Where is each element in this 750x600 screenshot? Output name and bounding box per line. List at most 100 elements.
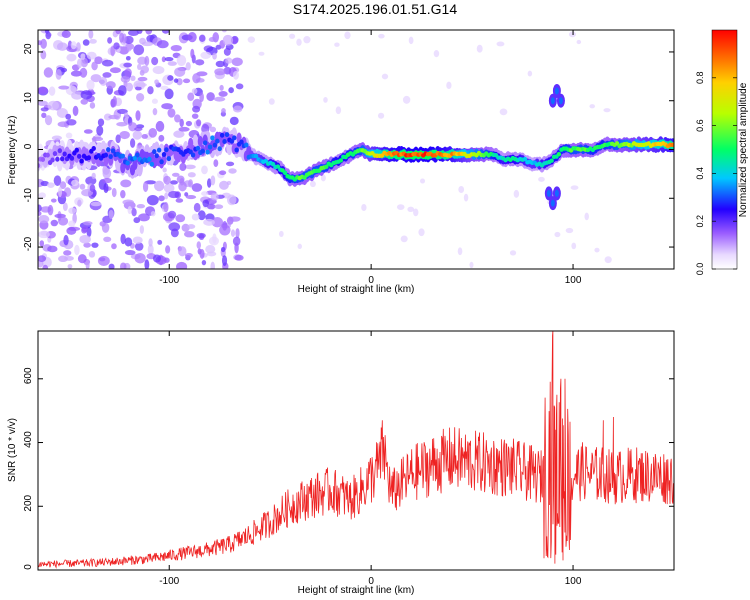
- noise-blob: [334, 42, 340, 47]
- noise-blob: [164, 56, 174, 62]
- noise-blob: [323, 97, 328, 103]
- noise-blob: [463, 193, 469, 202]
- noise-blob: [173, 78, 179, 83]
- noise-blob: [120, 190, 126, 199]
- noise-blob: [90, 201, 102, 207]
- noise-blob: [179, 162, 187, 172]
- noise-blob: [320, 174, 326, 182]
- noise-blob: [258, 51, 265, 56]
- noise-blob: [196, 232, 206, 239]
- noise-blob: [59, 181, 67, 190]
- ridge-cell: [210, 135, 215, 141]
- noise-blob: [63, 234, 69, 246]
- spectrogram-plot-area: [38, 30, 674, 269]
- noise-blob: [381, 73, 389, 80]
- noise-blob: [565, 227, 574, 234]
- noise-blob: [64, 255, 74, 261]
- noise-blob: [67, 264, 73, 269]
- ridge-cell: [62, 151, 67, 157]
- noise-blob: [124, 237, 133, 247]
- x-tick-label: -100: [159, 275, 179, 286]
- ridge-cell: [74, 147, 79, 153]
- noise-blob: [201, 259, 207, 266]
- noise-blob: [164, 192, 169, 200]
- noise-blob: [268, 98, 275, 105]
- noise-blob: [115, 134, 121, 144]
- noise-blob: [40, 180, 49, 187]
- snr-plot-area: [38, 331, 674, 569]
- noise-blob: [58, 85, 70, 90]
- noise-blob: [209, 126, 217, 133]
- noise-blob: [120, 75, 131, 83]
- noise-blob: [74, 244, 80, 256]
- noise-blob: [195, 59, 205, 66]
- noise-blob: [198, 34, 206, 43]
- noise-blob: [119, 32, 125, 43]
- noise-blob: [191, 183, 203, 192]
- noise-blob: [235, 83, 244, 90]
- noise-blob: [138, 213, 150, 222]
- noise-blob: [186, 224, 196, 229]
- colorbar-tick-label: 0.8: [695, 72, 705, 85]
- noise-blob: [210, 192, 219, 201]
- noise-blob: [232, 105, 243, 113]
- noise-blob: [132, 130, 142, 140]
- noise-blob: [94, 56, 103, 65]
- noise-blob: [396, 204, 405, 211]
- noise-blob: [51, 135, 62, 141]
- noise-blob: [127, 30, 139, 36]
- chart-title: S174.2025.196.01.51.G14: [292, 1, 458, 17]
- noise-blob: [124, 249, 136, 256]
- noise-blob: [134, 253, 146, 264]
- noise-blob: [178, 126, 190, 132]
- noise-blob: [130, 138, 136, 148]
- noise-blob: [162, 167, 167, 173]
- noise-blob: [38, 230, 50, 239]
- noise-blob: [41, 112, 47, 119]
- noise-blob: [226, 194, 237, 206]
- y-tick-label: 10: [23, 92, 34, 104]
- noise-blob: [344, 31, 351, 40]
- noise-blob: [136, 92, 145, 102]
- noise-blob: [571, 242, 577, 250]
- noise-blob: [377, 112, 385, 119]
- noise-blob: [458, 185, 465, 194]
- noise-blob: [191, 88, 198, 95]
- noise-blob: [214, 68, 226, 76]
- noise-blob: [136, 204, 146, 209]
- noise-blob: [58, 186, 63, 198]
- noise-blob: [201, 191, 209, 196]
- noise-blob: [568, 31, 577, 38]
- noise-blob: [88, 30, 94, 39]
- noise-blob: [219, 84, 224, 91]
- ridge-cell: [120, 153, 126, 159]
- noise-blob: [135, 110, 141, 121]
- noise-blob: [218, 90, 228, 97]
- noise-blob: [125, 82, 134, 92]
- noise-blob: [400, 235, 408, 243]
- noise-blob: [187, 32, 197, 43]
- ridge-cell: [207, 144, 213, 150]
- noise-blob: [68, 220, 76, 227]
- noise-blob: [38, 40, 43, 46]
- ridge-cell: [197, 135, 203, 147]
- noise-blob: [123, 62, 133, 68]
- noise-blob: [85, 259, 90, 269]
- noise-blob: [62, 202, 68, 212]
- noise-blob: [120, 262, 127, 269]
- noise-blob: [70, 70, 82, 77]
- noise-blob: [161, 56, 166, 63]
- noise-blob: [99, 76, 108, 86]
- noise-blob: [232, 70, 239, 80]
- noise-blob: [38, 260, 44, 268]
- noise-blob: [110, 45, 115, 57]
- ridge-cell: [91, 145, 96, 151]
- noise-blob: [56, 108, 68, 119]
- noise-blob: [296, 38, 302, 46]
- noise-blob: [153, 180, 165, 192]
- noise-blob: [476, 44, 483, 53]
- snr-series-line: [38, 331, 674, 569]
- noise-blob: [130, 75, 136, 82]
- ridge-cell: [152, 149, 157, 155]
- y-tick-label: 200: [23, 494, 34, 511]
